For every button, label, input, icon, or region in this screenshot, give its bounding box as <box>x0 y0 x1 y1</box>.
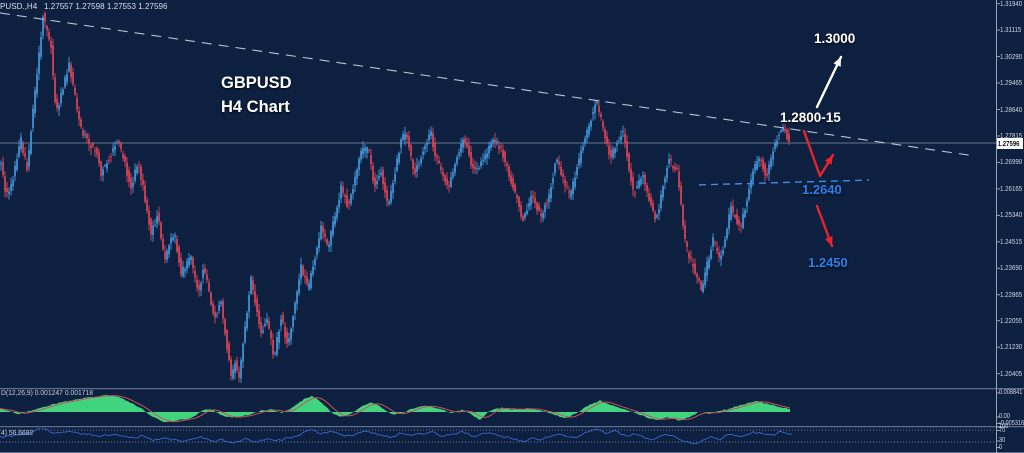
price-tick-label: 1.26990 <box>1000 157 1023 167</box>
rsi-line-series <box>0 428 793 445</box>
price-tick-label: 1.31115 <box>1000 25 1022 35</box>
candlestick-series <box>0 11 790 383</box>
macd-indicator-label: D(12,26,9) 0.001247 0.001718 <box>1 388 93 397</box>
price-tick-label: 1.21230 <box>1000 342 1023 352</box>
rsi-axis-label: 0 <box>999 443 1003 451</box>
price-tick-label: 1.23690 <box>1000 263 1023 273</box>
macd-axis-zero: 0.00 <box>999 413 1010 420</box>
price-tick-label: 1.30290 <box>1000 51 1023 61</box>
macd-axis-min: -0.005316 <box>999 419 1024 427</box>
price-tick-label: 1.20405 <box>1000 368 1023 378</box>
current-price-tag: 1.27596 <box>997 138 1023 149</box>
support-level-label[interactable]: 1.2640 <box>802 182 842 197</box>
pullback-arrow[interactable] <box>802 129 835 178</box>
target-down-label[interactable]: 1.2450 <box>808 255 848 270</box>
target-up-label[interactable]: 1.3000 <box>814 31 856 46</box>
rsi-indicator-label: 4) 56.6682 <box>1 427 34 437</box>
price-tick-label: 1.25340 <box>1000 210 1023 220</box>
price-tick-label: 1.28640 <box>1000 104 1023 114</box>
price-tick-label: 1.22865 <box>1000 289 1023 299</box>
timeframe-annotation: H4 Chart <box>221 98 290 116</box>
macd-axis-max: 0.008841 <box>999 389 1023 396</box>
chart-title-ohlc: PUSD.,H4 1.27557 1.27598 1.27553 1.27596 <box>0 1 168 11</box>
rsi-axis-label: 100 <box>999 423 1009 430</box>
down-arrow[interactable] <box>815 204 834 248</box>
resistance-zone-label[interactable]: 1.2800-15 <box>780 110 841 125</box>
macd-area-series <box>0 394 791 423</box>
price-tick-label: 1.29465 <box>1000 78 1023 88</box>
price-tick-label: 1.27815 <box>1000 130 1023 140</box>
descending-trendline[interactable] <box>0 12 976 157</box>
rsi-axis-label: 70 <box>999 426 1006 434</box>
price-tick-label: 1.31940 <box>1000 0 1023 8</box>
price-tick-label: 1.22055 <box>1000 315 1023 325</box>
up-arrow[interactable] <box>815 55 843 109</box>
symbol-annotation: GBPUSD <box>221 74 292 92</box>
price-tick-label: 1.26165 <box>1000 183 1023 193</box>
support-dashed-line[interactable] <box>698 179 870 186</box>
price-tick-label: 1.24515 <box>1000 236 1023 246</box>
rsi-axis-label: 30 <box>999 437 1006 444</box>
